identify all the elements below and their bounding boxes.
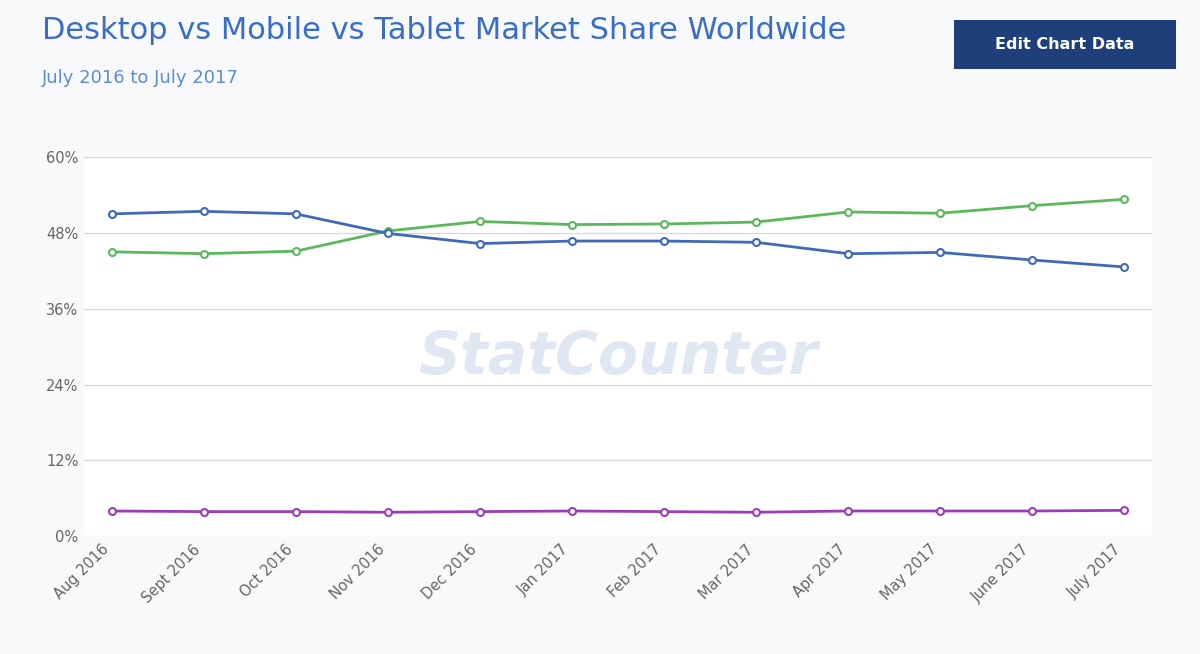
Tablet xyxy=(841,507,856,515)
Tablet xyxy=(565,507,580,515)
Mobile xyxy=(288,247,302,255)
Desktop xyxy=(104,210,119,218)
Desktop xyxy=(1117,263,1132,271)
Desktop xyxy=(934,249,948,256)
Line: Mobile: Mobile xyxy=(108,196,1128,257)
Tablet xyxy=(104,507,119,515)
Mobile xyxy=(1025,201,1039,209)
Line: Desktop: Desktop xyxy=(108,208,1128,271)
Tablet xyxy=(656,508,671,515)
Desktop xyxy=(380,230,395,237)
Desktop xyxy=(749,238,763,246)
Tablet xyxy=(473,508,487,515)
Desktop xyxy=(473,239,487,247)
Text: Desktop vs Mobile vs Tablet Market Share Worldwide: Desktop vs Mobile vs Tablet Market Share… xyxy=(42,16,846,45)
Tablet xyxy=(1117,506,1132,514)
Tablet xyxy=(934,507,948,515)
Mobile xyxy=(934,209,948,217)
Mobile xyxy=(197,250,211,258)
Tablet xyxy=(749,508,763,516)
Desktop xyxy=(197,207,211,215)
Tablet xyxy=(1025,507,1039,515)
Mobile xyxy=(565,220,580,228)
Desktop xyxy=(841,250,856,258)
Text: July 2016 to July 2017: July 2016 to July 2017 xyxy=(42,69,239,87)
Mobile xyxy=(1117,196,1132,203)
Text: StatCounter: StatCounter xyxy=(419,330,817,387)
Desktop xyxy=(288,210,302,218)
Mobile xyxy=(749,218,763,226)
Desktop xyxy=(565,237,580,245)
Tablet xyxy=(288,508,302,515)
Desktop xyxy=(1025,256,1039,264)
Tablet xyxy=(197,508,211,515)
Line: Tablet: Tablet xyxy=(108,507,1128,516)
Mobile xyxy=(473,218,487,226)
Mobile xyxy=(104,248,119,256)
Desktop xyxy=(656,237,671,245)
Mobile xyxy=(380,227,395,235)
Text: Edit Chart Data: Edit Chart Data xyxy=(995,37,1135,52)
Mobile xyxy=(841,208,856,216)
Tablet xyxy=(380,508,395,516)
Mobile xyxy=(656,220,671,228)
